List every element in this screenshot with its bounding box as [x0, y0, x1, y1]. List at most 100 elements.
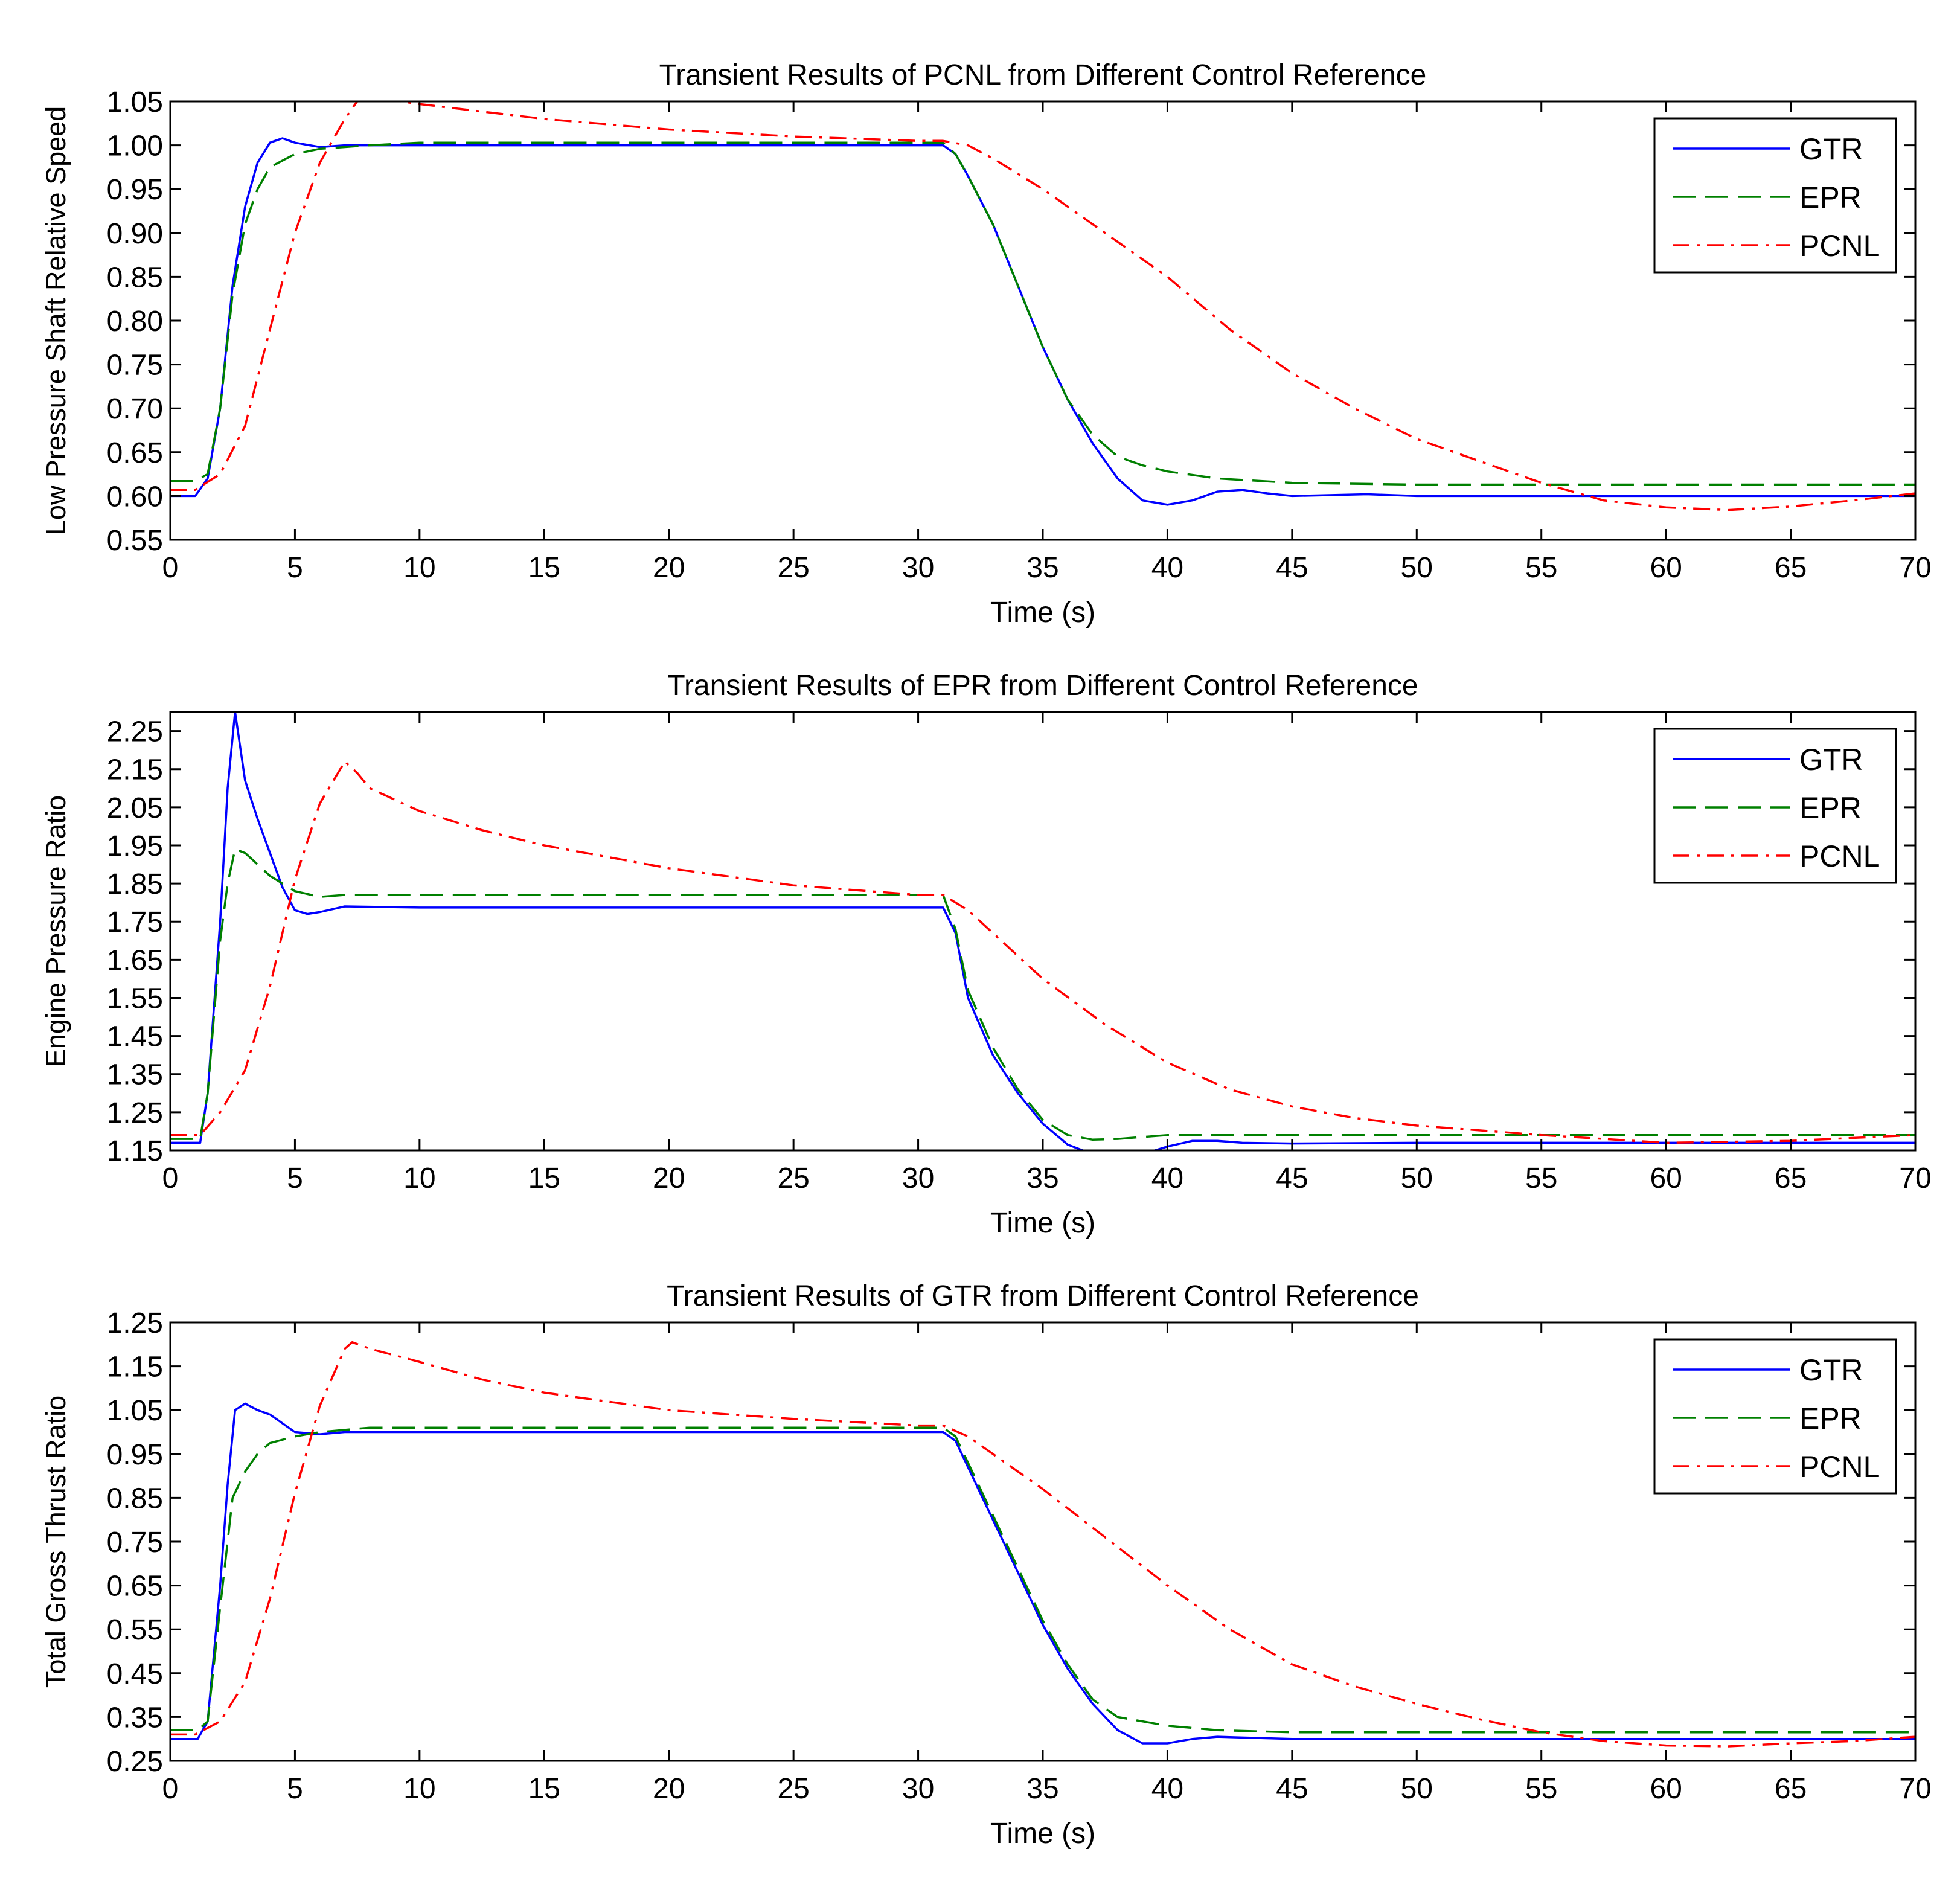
x-tick-label: 70 — [1899, 1162, 1931, 1194]
y-tick-label: 2.05 — [107, 792, 163, 824]
y-tick-label: 0.75 — [107, 1527, 163, 1559]
y-tick-label: 1.65 — [107, 944, 163, 976]
y-tick-label: 0.75 — [107, 350, 163, 382]
chart-title: Transient Results of PCNL from Different… — [659, 59, 1427, 91]
series-line-pcnl — [170, 760, 1915, 1144]
x-tick-label: 5 — [287, 1162, 303, 1194]
y-axis-label: Engine Pressure Ratio — [40, 795, 71, 1067]
y-axis-label: Total Gross Thrust Ratio — [40, 1396, 71, 1688]
y-tick-label: 1.75 — [107, 906, 163, 938]
x-tick-label: 40 — [1151, 552, 1183, 584]
y-tick-label: 1.05 — [107, 86, 163, 118]
x-tick-label: 20 — [653, 1162, 685, 1194]
legend-label-pcnl: PCNL — [1799, 839, 1880, 873]
y-tick-label: 0.25 — [107, 1746, 163, 1778]
legend-frame — [1653, 117, 1897, 274]
x-tick-label: 30 — [902, 552, 934, 584]
x-tick-label: 0 — [162, 1162, 179, 1194]
legend-label-epr: EPR — [1799, 791, 1862, 825]
x-tick-label: 35 — [1026, 552, 1058, 584]
y-tick-label: 1.95 — [107, 830, 163, 862]
y-tick-label: 1.15 — [107, 1135, 163, 1167]
y-tick-label: 0.65 — [107, 1571, 163, 1603]
x-tick-label: 30 — [902, 1162, 934, 1194]
x-tick-label: 10 — [403, 1773, 435, 1805]
x-tick-label: 70 — [1899, 1773, 1931, 1805]
x-tick-label: 55 — [1525, 1162, 1557, 1194]
x-tick-label: 0 — [162, 552, 179, 584]
x-tick-label: 60 — [1650, 1162, 1682, 1194]
x-tick-label: 45 — [1276, 552, 1308, 584]
y-tick-label: 0.95 — [107, 1439, 163, 1471]
legend-label-gtr: GTR — [1799, 1353, 1863, 1387]
legend-label-pcnl: PCNL — [1799, 229, 1880, 263]
x-tick-label: 35 — [1026, 1162, 1058, 1194]
series-line-gtr — [170, 712, 1915, 1150]
y-tick-label: 0.70 — [107, 393, 163, 425]
x-tick-label: 70 — [1899, 552, 1931, 584]
x-tick-label: 65 — [1775, 1162, 1807, 1194]
y-tick-label: 1.00 — [107, 130, 163, 162]
y-tick-label: 1.25 — [107, 1097, 163, 1129]
y-tick-label: 0.35 — [107, 1702, 163, 1734]
x-tick-label: 60 — [1650, 552, 1682, 584]
y-tick-label: 0.90 — [107, 218, 163, 250]
y-tick-label: 1.25 — [107, 1307, 163, 1339]
y-tick-label: 0.55 — [107, 525, 163, 557]
y-tick-label: 0.55 — [107, 1614, 163, 1646]
y-tick-label: 1.45 — [107, 1021, 163, 1053]
x-tick-label: 65 — [1775, 1773, 1807, 1805]
y-tick-label: 0.65 — [107, 437, 163, 469]
legend-label-epr: EPR — [1799, 181, 1862, 214]
chart-panel-gtr: Transient Results of GTR from Different … — [40, 1280, 1932, 1850]
x-tick-label: 55 — [1525, 552, 1557, 584]
y-tick-label: 0.45 — [107, 1658, 163, 1690]
y-tick-label: 0.60 — [107, 481, 163, 513]
x-axis-label: Time (s) — [990, 1207, 1095, 1239]
x-tick-label: 55 — [1525, 1773, 1557, 1805]
x-tick-label: 35 — [1026, 1773, 1058, 1805]
legend: GTR EPR PCNL — [1653, 117, 1897, 274]
x-tick-label: 40 — [1151, 1773, 1183, 1805]
legend: GTR EPR PCNL — [1653, 728, 1897, 884]
x-tick-label: 15 — [528, 1162, 560, 1194]
y-tick-label: 0.80 — [107, 306, 163, 338]
legend-label-pcnl: PCNL — [1799, 1450, 1880, 1484]
y-tick-label: 1.05 — [107, 1395, 163, 1427]
y-tick-label: 2.25 — [107, 716, 163, 748]
x-tick-label: 25 — [777, 552, 809, 584]
series-line-gtr — [170, 1402, 1915, 1745]
legend-frame — [1653, 1338, 1897, 1495]
series-line-epr — [170, 848, 1915, 1141]
series-line-gtr — [170, 137, 1915, 506]
x-tick-label: 45 — [1276, 1773, 1308, 1805]
legend-frame — [1653, 728, 1897, 884]
series-line-pcnl — [170, 1341, 1915, 1748]
x-tick-label: 50 — [1401, 552, 1433, 584]
x-tick-label: 10 — [403, 1162, 435, 1194]
x-tick-label: 25 — [777, 1162, 809, 1194]
series-line-epr — [170, 1426, 1915, 1734]
y-tick-label: 1.85 — [107, 868, 163, 900]
x-tick-label: 15 — [528, 552, 560, 584]
chart-panel-ls-speed: Transient Results of PCNL from Different… — [40, 59, 1932, 629]
chart-title: Transient Results of EPR from Different … — [667, 670, 1418, 702]
x-tick-label: 15 — [528, 1773, 560, 1805]
y-tick-label: 1.55 — [107, 982, 163, 1014]
legend-label-gtr: GTR — [1799, 132, 1863, 166]
legend: GTR EPR PCNL — [1653, 1338, 1897, 1495]
series-line-pcnl — [170, 101, 1915, 511]
y-tick-label: 0.95 — [107, 174, 163, 206]
y-tick-label: 0.85 — [107, 1482, 163, 1514]
x-tick-label: 60 — [1650, 1773, 1682, 1805]
x-tick-label: 40 — [1151, 1162, 1183, 1194]
x-tick-label: 0 — [162, 1773, 179, 1805]
x-tick-label: 25 — [777, 1773, 809, 1805]
legend-label-gtr: GTR — [1799, 743, 1863, 777]
x-tick-label: 45 — [1276, 1162, 1308, 1194]
x-tick-label: 30 — [902, 1773, 934, 1805]
x-tick-label: 10 — [403, 552, 435, 584]
y-tick-label: 1.15 — [107, 1351, 163, 1383]
y-tick-label: 0.85 — [107, 261, 163, 293]
